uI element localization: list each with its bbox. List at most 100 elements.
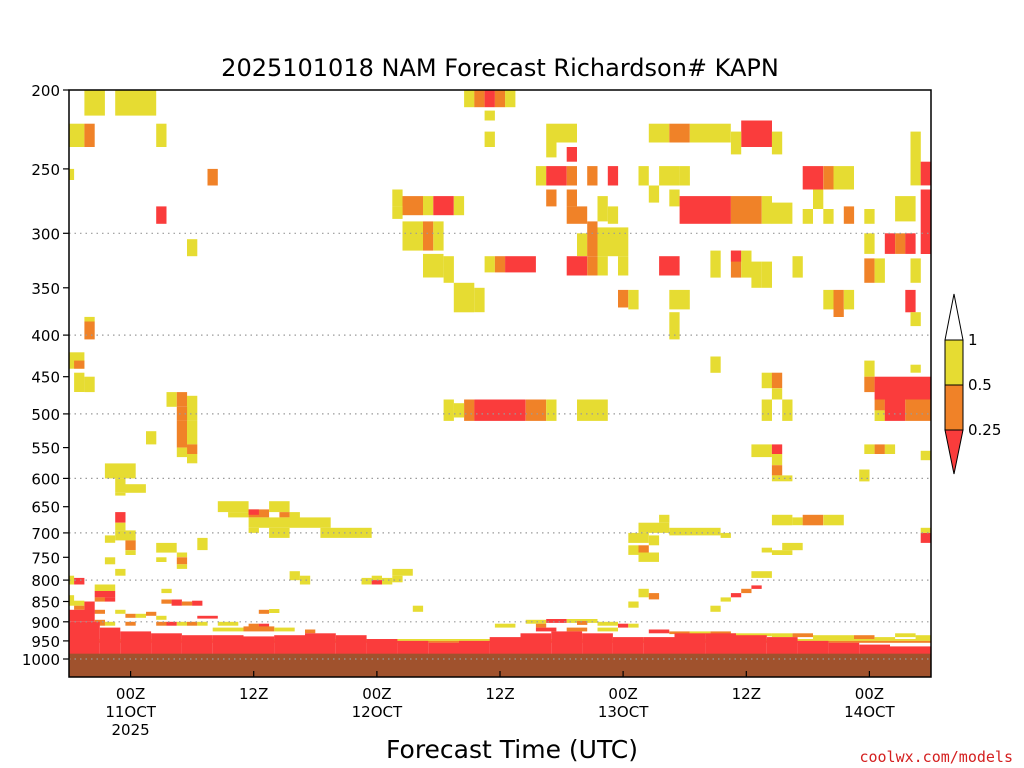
ri-cell <box>730 250 742 278</box>
ri-cell <box>484 131 495 147</box>
ri-cell <box>771 202 793 224</box>
ri-cell <box>104 557 116 565</box>
ri-cell <box>546 166 567 186</box>
ri-cell <box>618 289 629 308</box>
ri-cell <box>884 399 906 421</box>
ri-cell <box>802 209 813 224</box>
ri-cell <box>910 312 921 327</box>
ri-cell <box>618 256 629 276</box>
ri-cell <box>720 532 731 538</box>
ri-cell <box>566 206 588 224</box>
ri-cell <box>720 597 731 602</box>
ri-cell <box>669 631 690 635</box>
ri-cell <box>192 600 203 606</box>
ri-cell <box>597 196 608 222</box>
ri-cell <box>423 221 434 251</box>
ri-cell <box>659 166 680 186</box>
legend-cap-low <box>944 429 964 475</box>
ri-cell <box>823 514 844 526</box>
ri-cell <box>910 258 921 283</box>
ri-cell <box>423 253 444 278</box>
ri-cell <box>505 256 536 273</box>
ri-cell <box>115 492 126 496</box>
x-tick-label: 12Z <box>732 685 761 703</box>
ri-cell <box>99 627 121 659</box>
ri-cell <box>69 168 75 180</box>
y-tick-label: 650 <box>31 499 60 517</box>
ri-cell <box>289 512 300 520</box>
ri-cell <box>864 233 875 254</box>
ri-cell <box>74 577 85 585</box>
ri-cell <box>669 527 721 536</box>
ri-cell <box>371 580 382 585</box>
ri-cell <box>761 399 772 421</box>
ri-cell <box>392 568 413 576</box>
ri-cell <box>176 564 188 569</box>
ri-cell <box>833 289 844 317</box>
ri-cell <box>813 189 824 209</box>
ri-cell <box>859 469 870 482</box>
ri-cell <box>125 550 136 555</box>
ri-cell <box>197 537 208 551</box>
ri-cell <box>104 597 116 602</box>
ri-cell <box>710 356 721 373</box>
ri-cell <box>597 256 608 276</box>
ri-cell <box>689 123 731 143</box>
credit-link[interactable]: coolwx.com/models <box>859 748 1013 766</box>
ri-cell <box>94 597 105 602</box>
ri-cell <box>176 621 188 626</box>
ri-cell <box>638 545 649 553</box>
ri-cell <box>166 392 177 407</box>
ri-cell <box>915 635 931 639</box>
ri-cell <box>546 399 557 421</box>
ri-cell <box>833 166 854 190</box>
y-tick-label: 1000 <box>22 651 60 669</box>
ri-cell <box>648 185 660 203</box>
ri-cell <box>156 615 167 620</box>
x-tick-label: 2025 <box>112 721 150 739</box>
ri-cell <box>566 147 577 162</box>
ri-cell <box>494 90 506 108</box>
ri-cell <box>659 514 670 523</box>
ri-cell <box>181 635 213 659</box>
ri-cell <box>74 360 85 369</box>
ri-cell <box>638 552 659 562</box>
ri-cell <box>638 522 670 533</box>
ri-cell <box>874 444 885 454</box>
ri-cell <box>187 444 198 454</box>
ri-cell <box>771 514 793 526</box>
ri-cell <box>566 256 588 276</box>
ri-cell <box>474 399 526 421</box>
ri-cell <box>74 605 85 610</box>
y-tick-label: 550 <box>31 440 60 458</box>
ri-cell <box>730 131 742 155</box>
ri-cell <box>187 454 198 464</box>
ri-cell <box>710 250 721 278</box>
ri-cell <box>730 250 742 262</box>
ri-cell <box>730 633 772 637</box>
ri-cell <box>771 372 783 389</box>
ri-cell <box>228 512 249 518</box>
ri-cell <box>587 166 598 186</box>
ri-cell <box>423 196 434 216</box>
ri-cell <box>618 623 629 628</box>
ri-cell <box>433 221 444 251</box>
ri-cell <box>864 360 875 377</box>
x-tick-label: 00Z <box>608 685 637 703</box>
ri-cell <box>597 621 618 626</box>
ri-cell <box>453 196 465 216</box>
ri-cell <box>566 189 577 207</box>
ri-cell <box>115 609 126 614</box>
ri-cell <box>166 621 177 626</box>
ri-cell <box>761 547 772 553</box>
ri-cell <box>597 227 629 257</box>
ri-cell <box>823 166 834 190</box>
ri-cell <box>156 557 167 562</box>
ri-cell <box>905 289 916 313</box>
ri-cell <box>392 206 403 219</box>
ri-cell <box>382 577 393 585</box>
ri-cell <box>335 635 367 659</box>
ri-cell <box>782 542 803 551</box>
ri-cell <box>489 637 521 659</box>
